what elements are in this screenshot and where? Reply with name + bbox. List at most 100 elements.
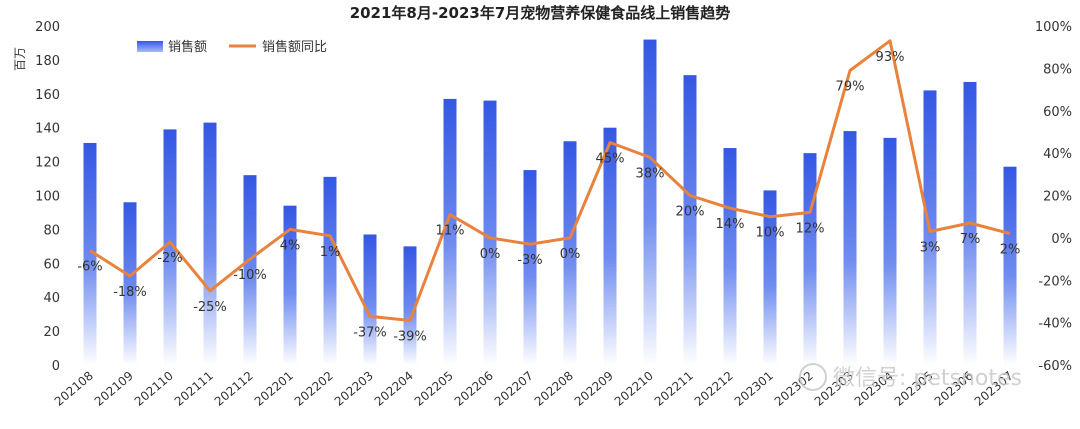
bar	[683, 75, 697, 365]
y-tick-label: 20	[43, 325, 60, 340]
legend-bar-label: 销售额	[168, 39, 207, 55]
data-label: 4%	[280, 238, 301, 253]
bar	[203, 122, 217, 366]
data-label: -25%	[193, 300, 227, 315]
yoy-line	[89, 39, 1011, 322]
line-data-labels: -6% -18% -2% -25% -10% 4% 1% -37% -39% 11% 0% -3% 0%…	[77, 50, 1020, 345]
x-tick-label: 202301	[732, 369, 776, 409]
y-tick-label: 40	[43, 291, 60, 306]
data-label: 0%	[560, 247, 581, 262]
x-tick-label: 202205	[412, 369, 456, 409]
bar	[323, 176, 337, 365]
y2-tick-label: -60%	[1038, 359, 1072, 374]
x-tick-label: 202207	[492, 369, 536, 409]
data-label: 0%	[480, 247, 501, 262]
y-tick-label: 200	[35, 20, 60, 35]
data-label: -6%	[77, 260, 102, 275]
bar	[363, 234, 377, 365]
y2-tick-label: 0%	[1051, 232, 1072, 247]
data-label: 45%	[596, 152, 625, 167]
watermark-text: 微信号: petsnotes	[833, 366, 1022, 391]
x-tick-label: 202108	[52, 369, 96, 409]
x-tick-label: 202111	[172, 369, 216, 409]
x-tick-label: 202110	[132, 369, 176, 409]
bar	[483, 100, 497, 365]
x-tick-label: 202202	[292, 369, 336, 409]
line-series	[89, 39, 1011, 322]
data-label: -10%	[233, 268, 267, 283]
data-label: 14%	[716, 217, 745, 232]
right-y-axis: -60% -40% -20% 0% 20% 40% 60% 80% 100%	[1035, 20, 1072, 374]
y-tick-label: 0	[52, 359, 60, 374]
y2-tick-label: 60%	[1043, 105, 1072, 120]
wechat-icon	[799, 363, 827, 391]
legend: 销售额 销售额同比	[137, 39, 327, 55]
data-label: -3%	[517, 253, 542, 268]
y-tick-label: 80	[43, 223, 60, 238]
y-tick-label: 140	[35, 122, 60, 137]
bar	[523, 170, 537, 365]
x-tick-label: 202209	[572, 369, 616, 409]
y-tick-label: 60	[43, 257, 60, 272]
y-tick-label: 100	[35, 190, 60, 205]
x-tick-label: 202212	[692, 369, 736, 409]
bar	[163, 129, 177, 365]
y-axis-label: 百万	[13, 47, 27, 71]
bar	[123, 202, 137, 365]
data-label: 20%	[676, 205, 705, 220]
x-tick-label: 202204	[372, 369, 416, 409]
y2-tick-label: -40%	[1038, 317, 1072, 332]
data-label: -39%	[393, 330, 427, 345]
y-tick-label: 180	[35, 54, 60, 69]
x-tick-label: 202201	[252, 369, 296, 409]
data-label: 10%	[756, 226, 785, 241]
x-tick-label: 202203	[332, 369, 376, 409]
bar	[803, 153, 817, 365]
y2-tick-label: 100%	[1035, 20, 1072, 35]
bar	[883, 137, 897, 365]
bar	[563, 141, 577, 365]
bar	[1003, 166, 1017, 365]
bar	[403, 246, 417, 365]
bar	[643, 39, 657, 366]
x-tick-label: 202112	[212, 369, 256, 409]
bar	[83, 142, 97, 365]
bar	[283, 205, 297, 365]
bar	[603, 127, 617, 365]
legend-bar-swatch	[137, 41, 163, 52]
x-tick-label: 202206	[452, 369, 496, 409]
bar	[243, 175, 257, 365]
data-label: 7%	[960, 232, 981, 247]
y2-tick-label: 80%	[1043, 62, 1072, 77]
x-tick-label: 202211	[652, 369, 696, 409]
y-tick-label: 120	[35, 156, 60, 171]
legend-line-label: 销售额同比	[262, 39, 327, 55]
data-label: 12%	[796, 221, 825, 236]
data-label: -18%	[113, 285, 147, 300]
left-y-axis: 0 20 40 60 80 100 120 140 160 180 200	[35, 20, 60, 374]
y2-tick-label: -20%	[1038, 274, 1072, 289]
data-label: 3%	[920, 241, 941, 256]
data-label: -37%	[353, 325, 387, 340]
y-tick-label: 160	[35, 88, 60, 103]
watermark: 微信号: petsnotes	[799, 363, 1022, 391]
bar	[723, 148, 737, 365]
data-label: 93%	[876, 50, 905, 65]
x-tick-label: 202109	[92, 369, 136, 409]
data-label: 1%	[320, 245, 341, 260]
data-label: 79%	[836, 79, 865, 94]
chart-title: 2021年8月-2023年7月宠物营养保健食品线上销售趋势	[350, 4, 731, 22]
x-tick-label: 202208	[532, 369, 576, 409]
y2-tick-label: 40%	[1043, 147, 1072, 162]
bar-series	[83, 39, 1017, 366]
bar	[763, 190, 777, 365]
data-label: 11%	[436, 224, 465, 239]
data-label: 38%	[636, 166, 665, 181]
data-label: 2%	[1000, 243, 1021, 258]
bar	[843, 131, 857, 365]
y2-tick-label: 20%	[1043, 190, 1072, 205]
data-label: -2%	[157, 251, 182, 266]
bar	[443, 98, 457, 365]
